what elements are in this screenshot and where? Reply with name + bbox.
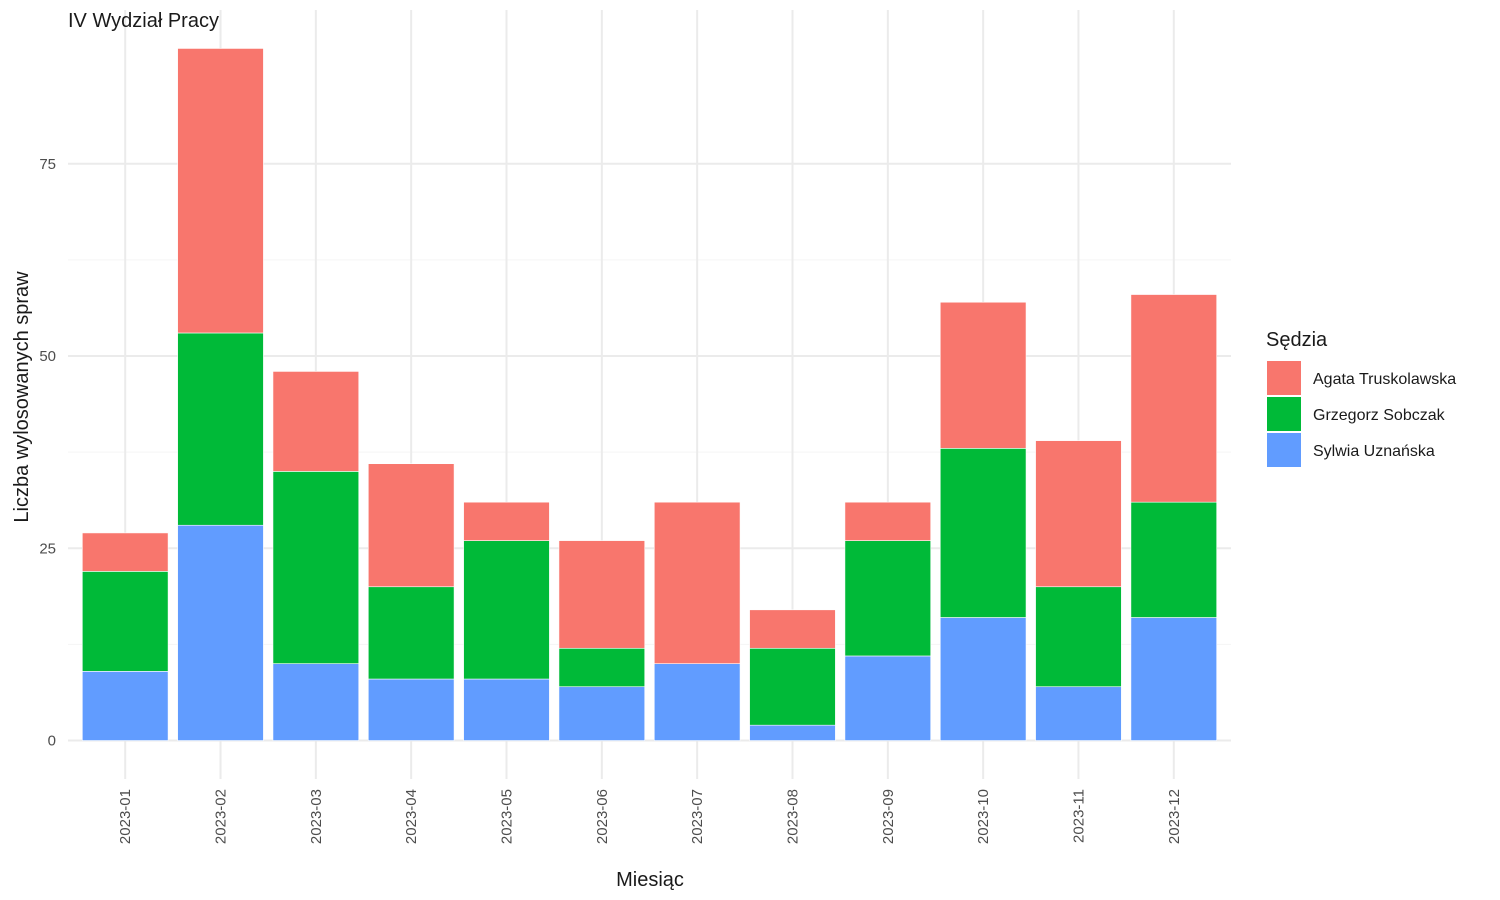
bar-segment (1035, 686, 1122, 741)
y-tick-label: 50 (39, 348, 56, 365)
x-tick-label: 2023-12 (1166, 789, 1183, 844)
legend-key (1267, 433, 1301, 467)
bar-segment (272, 663, 360, 741)
x-tick-label: 2023-04 (403, 789, 420, 844)
bar-segment (1130, 617, 1218, 741)
bar-segment (844, 540, 932, 657)
legend-key (1267, 361, 1301, 395)
bar-segment (1130, 294, 1218, 503)
x-tick-label: 2023-09 (880, 789, 897, 844)
legend-label: Grzegorz Sobczak (1313, 407, 1446, 424)
legend: Sędzia Agata Truskolawska Grzegorz Sobcza… (1266, 329, 1456, 467)
bar-segment (177, 524, 264, 741)
bar-segment (81, 671, 169, 741)
y-tick-label: 0 (48, 733, 56, 750)
legend-label: Sylwia Uznańska (1313, 443, 1435, 460)
bar-segment (272, 371, 360, 472)
y-axis-ticks: 0 25 50 75 (39, 156, 56, 750)
bar-segment (939, 617, 1027, 741)
bar-segment (463, 501, 550, 541)
bar-segment (844, 655, 932, 741)
x-tick-label: 2023-03 (308, 789, 325, 844)
bar-segment (653, 501, 741, 664)
chart-title: IV Wydział Pracy (68, 10, 219, 32)
bar-segment (367, 463, 455, 588)
bar-segment (558, 686, 646, 741)
x-tick-label: 2023-02 (213, 789, 230, 844)
y-tick-label: 75 (39, 156, 56, 173)
bar-segment (844, 501, 932, 541)
bar-segment (749, 647, 836, 726)
bar-segment (939, 448, 1027, 618)
bar-segment (558, 647, 646, 688)
x-axis-ticks: 2023-01 2023-02 2023-03 2023-04 2023-05 2023-… (117, 789, 1183, 844)
x-tick-label: 2023-10 (975, 789, 992, 844)
bar-segment (463, 540, 550, 680)
bar-segment (749, 724, 836, 741)
bar-segment (81, 532, 169, 572)
bar-segment (558, 540, 646, 649)
bar-segment (1130, 501, 1218, 618)
bar-segment (1035, 586, 1122, 688)
bar-segment (749, 609, 836, 649)
x-axis-title: Miesiąc (616, 869, 684, 891)
bar-segment (367, 586, 455, 680)
bar-segment (81, 571, 169, 672)
bar-segment (367, 678, 455, 741)
x-tick-label: 2023-11 (1070, 789, 1087, 843)
legend-key (1267, 397, 1301, 431)
y-axis-title: Liczba wylosowanych spraw (11, 271, 33, 523)
y-tick-label: 25 (39, 540, 56, 557)
bar-segment (939, 301, 1027, 449)
bar-segment (177, 332, 264, 526)
x-tick-label: 2023-01 (117, 789, 134, 844)
legend-label: Agata Truskolawska (1313, 371, 1456, 388)
bar-segment (177, 48, 264, 334)
bar-segment (1035, 440, 1122, 588)
x-tick-label: 2023-06 (594, 789, 611, 844)
x-tick-label: 2023-07 (689, 789, 706, 844)
bar-segment (272, 471, 360, 664)
bars (81, 48, 1218, 741)
bar-segment (463, 678, 550, 741)
legend-title: Sędzia (1266, 329, 1328, 351)
bar-segment (653, 663, 741, 741)
x-tick-label: 2023-08 (784, 789, 801, 844)
x-tick-label: 2023-05 (499, 789, 516, 844)
